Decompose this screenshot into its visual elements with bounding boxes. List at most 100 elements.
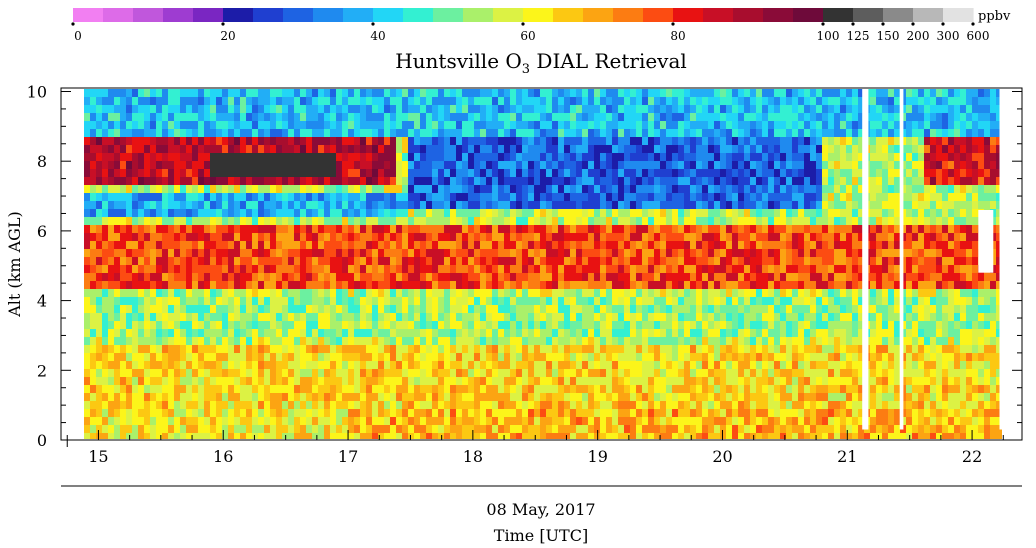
heatmap-cell — [750, 129, 756, 137]
heatmap-cell — [612, 353, 618, 361]
heatmap-cell — [756, 121, 762, 129]
heatmap-cell — [504, 401, 510, 409]
heatmap-cell — [108, 257, 114, 265]
heatmap-cell — [378, 345, 384, 353]
heatmap-cell — [126, 97, 132, 105]
heatmap-cell — [96, 297, 102, 305]
heatmap-cell — [534, 337, 540, 345]
heatmap-cell — [498, 145, 504, 153]
heatmap-cell — [552, 153, 558, 161]
heatmap-cell — [198, 361, 204, 369]
heatmap-cell — [336, 257, 342, 265]
heatmap-cell — [606, 417, 612, 425]
heatmap-cell — [360, 369, 366, 377]
heatmap-cell — [378, 137, 384, 145]
heatmap-cell — [714, 393, 720, 401]
heatmap-cell — [474, 89, 480, 97]
heatmap-cell — [306, 225, 312, 233]
heatmap-cell — [366, 353, 372, 361]
heatmap-cell — [438, 241, 444, 249]
heatmap-cell — [258, 305, 264, 313]
heatmap-cell — [90, 105, 96, 113]
heatmap-cell — [720, 177, 726, 185]
heatmap-cell — [114, 177, 120, 185]
heatmap-cell — [426, 273, 432, 281]
heatmap-cell — [690, 145, 696, 153]
heatmap-cell — [642, 185, 648, 193]
heatmap-cell — [642, 337, 648, 345]
heatmap-cell — [318, 409, 324, 417]
heatmap-cell — [318, 153, 324, 161]
heatmap-cell — [354, 233, 360, 241]
heatmap-cell — [240, 169, 246, 177]
heatmap-cell — [384, 169, 390, 177]
heatmap-cell — [318, 321, 324, 329]
heatmap-cell — [576, 241, 582, 249]
heatmap-cell — [582, 209, 588, 217]
heatmap-cell — [456, 361, 462, 369]
heatmap-cell — [234, 409, 240, 417]
heatmap-cell — [276, 313, 282, 321]
heatmap-cell — [672, 273, 678, 281]
heatmap-cell — [360, 153, 366, 161]
heatmap-cell — [630, 169, 636, 177]
heatmap-cell — [228, 401, 234, 409]
heatmap-cell — [324, 417, 330, 425]
heatmap-cell — [636, 105, 642, 113]
heatmap-cell — [558, 297, 564, 305]
heatmap-cell — [180, 393, 186, 401]
heatmap-cell — [282, 161, 288, 169]
heatmap-cell — [642, 257, 648, 265]
heatmap-cell — [270, 297, 276, 305]
heatmap-cell — [336, 249, 342, 257]
heatmap-cell — [666, 233, 672, 241]
heatmap-cell — [462, 217, 468, 225]
heatmap-cell — [162, 313, 168, 321]
heatmap-cell — [300, 305, 306, 313]
heatmap-cell — [318, 201, 324, 209]
heatmap-cell — [546, 409, 552, 417]
heatmap-cell — [144, 113, 150, 121]
heatmap-cell — [414, 105, 420, 113]
heatmap-cell — [198, 329, 204, 337]
heatmap-cell — [540, 393, 546, 401]
heatmap-cell — [396, 113, 402, 121]
heatmap-cell — [300, 257, 306, 265]
heatmap-cell — [306, 329, 312, 337]
heatmap-cell — [396, 161, 402, 169]
heatmap-cell — [354, 337, 360, 345]
heatmap-cell — [444, 313, 450, 321]
heatmap-cell — [420, 113, 426, 121]
heatmap-cell — [420, 361, 426, 369]
heatmap-cell — [366, 129, 372, 137]
heatmap-cell — [654, 273, 660, 281]
heatmap-cell — [654, 353, 660, 361]
heatmap-cell — [600, 89, 606, 97]
heatmap-cell — [438, 89, 444, 97]
heatmap-cell — [552, 289, 558, 297]
heatmap-cell — [456, 385, 462, 393]
heatmap-cell — [636, 281, 642, 289]
heatmap-cell — [564, 217, 570, 225]
heatmap-cell — [738, 113, 744, 121]
heatmap-cell — [666, 273, 672, 281]
heatmap-cell — [678, 201, 684, 209]
heatmap-cell — [372, 305, 378, 313]
heatmap-cell — [636, 97, 642, 105]
heatmap-cell — [498, 89, 504, 97]
heatmap-cell — [408, 313, 414, 321]
heatmap-cell — [576, 161, 582, 169]
heatmap-cell — [426, 97, 432, 105]
heatmap-cell — [252, 385, 258, 393]
heatmap-cell — [300, 425, 306, 433]
heatmap-cell — [444, 145, 450, 153]
heatmap-cell — [432, 169, 438, 177]
heatmap-cell — [642, 329, 648, 337]
heatmap-cell — [666, 337, 672, 345]
heatmap-cell — [102, 201, 108, 209]
heatmap-cell — [156, 425, 162, 433]
heatmap-cell — [552, 337, 558, 345]
heatmap-cell — [696, 433, 702, 439]
heatmap-cell — [444, 129, 450, 137]
heatmap-cell — [390, 345, 396, 353]
